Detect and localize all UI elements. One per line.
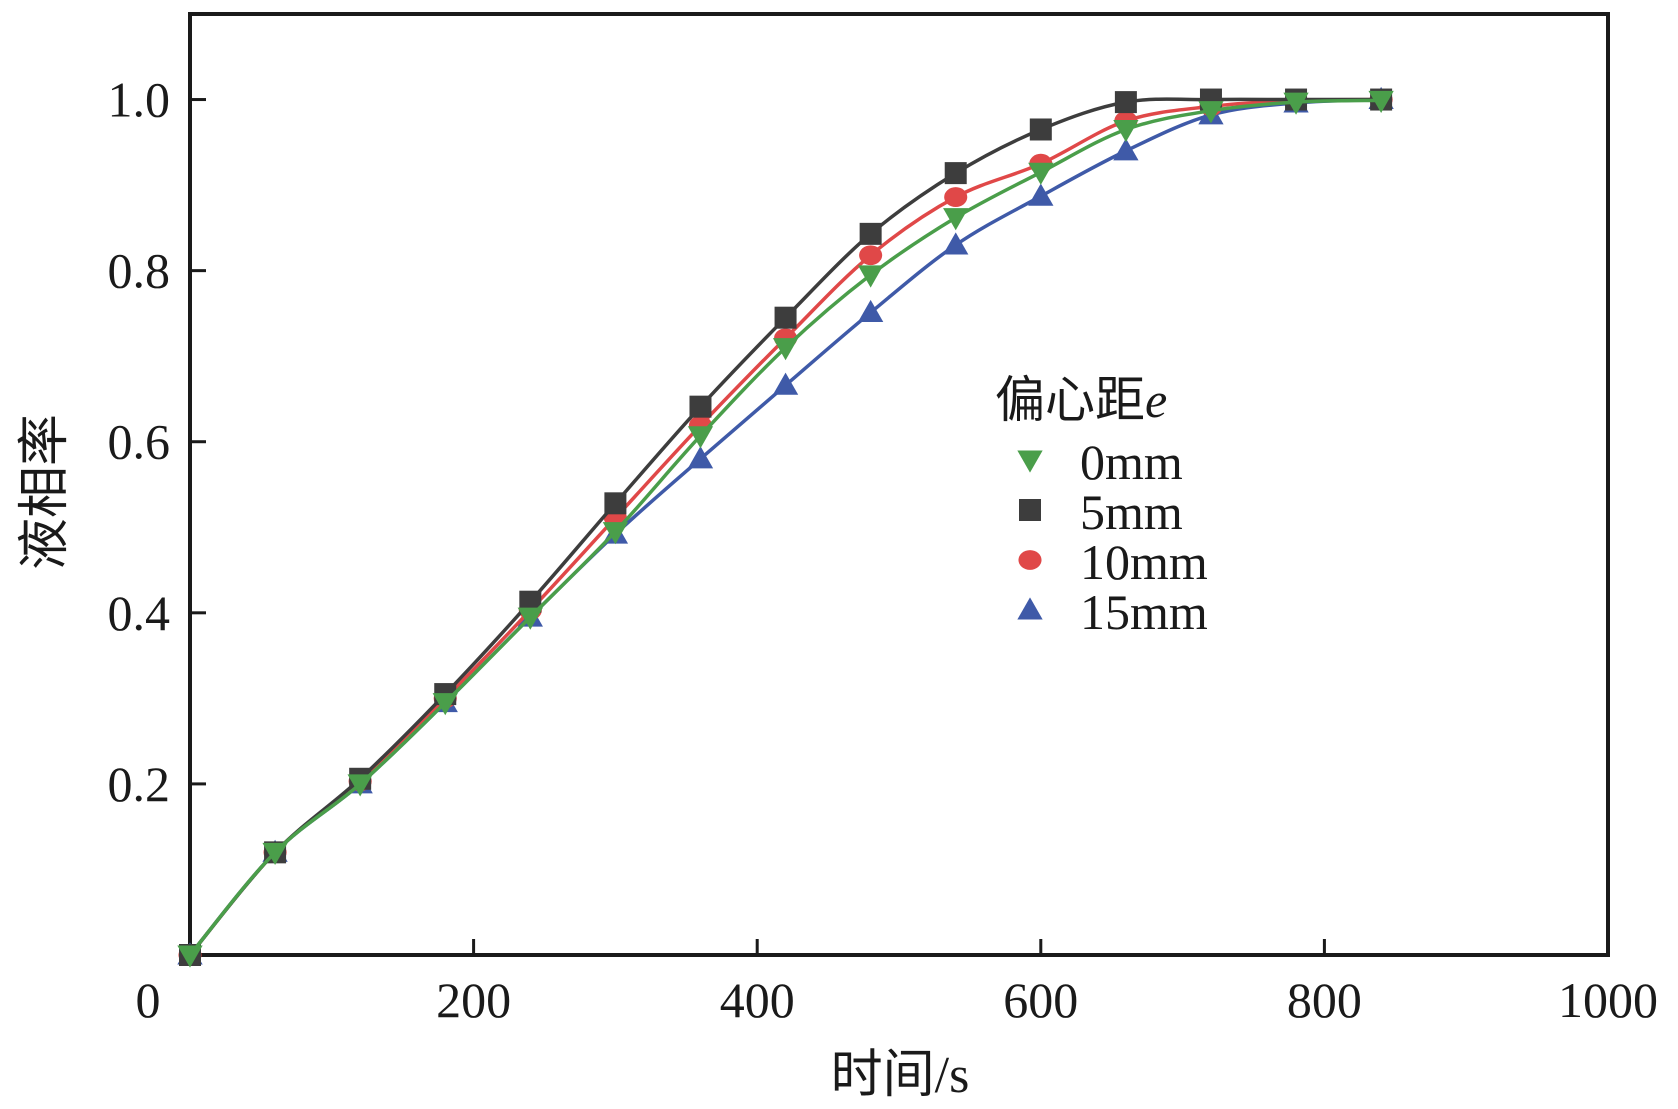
data-point: [1029, 118, 1052, 141]
data-point: [772, 372, 799, 395]
legend-marker: [1019, 499, 1041, 521]
data-point: [687, 446, 714, 469]
y-tick-label: 0.8: [108, 243, 171, 299]
data-point: [1113, 138, 1139, 161]
data-point: [772, 338, 799, 361]
data-point: [1114, 91, 1137, 114]
y-tick-label: 0.4: [108, 585, 171, 641]
legend-label: 15mm: [1080, 584, 1208, 640]
data-point: [262, 842, 288, 865]
data-point: [857, 299, 884, 323]
data-point: [944, 187, 968, 207]
legend-item: 10mm: [1018, 534, 1208, 590]
x-tick-label: 400: [720, 972, 795, 1028]
series-line: [188, 97, 1382, 957]
x-axis-ticks: 0 200 400 600 800 1000: [136, 939, 1658, 1028]
data-point: [859, 222, 882, 245]
legend-label: 5mm: [1080, 484, 1183, 540]
data-point: [1113, 119, 1139, 143]
y-tick-label: 0.2: [108, 756, 171, 812]
x-axis-title: 时间/s: [831, 1047, 970, 1104]
x-tick-label: 800: [1287, 972, 1362, 1028]
data-point: [177, 945, 203, 968]
legend-marker: [1017, 450, 1043, 473]
data-point: [943, 208, 969, 231]
series-line: [188, 97, 1382, 957]
legend-label: 0mm: [1080, 434, 1183, 490]
plot-frame: [188, 12, 1610, 957]
y-axis-ticks: 0.2 0.4 0.6 0.8 1.0: [108, 72, 206, 812]
x-tick-label: 600: [1003, 972, 1078, 1028]
data-point: [689, 395, 712, 418]
legend-item: 0mm: [1017, 434, 1183, 490]
data-point: [1368, 90, 1394, 114]
series-layer: [177, 86, 1394, 968]
data-point: [857, 265, 884, 288]
series-5mm: [179, 88, 1393, 966]
data-point: [519, 590, 542, 613]
legend-item: 5mm: [1019, 484, 1183, 540]
data-point: [943, 232, 969, 255]
legend-title-var: e: [1145, 372, 1167, 428]
legend-item: 15mm: [1017, 584, 1208, 640]
x-tick-label: 1000: [1558, 972, 1658, 1028]
legend-label: 10mm: [1080, 534, 1208, 590]
data-point: [859, 245, 883, 266]
data-point: [604, 492, 627, 515]
data-point: [1198, 101, 1224, 124]
data-point: [687, 426, 714, 449]
data-point: [1028, 183, 1054, 206]
data-point: [1028, 162, 1054, 185]
y-axis-title: 液相率: [17, 414, 74, 570]
y-tick-label: 1.0: [108, 72, 171, 128]
series-10mm: [178, 89, 1393, 965]
legend-title-main: 偏心距: [995, 372, 1145, 428]
legend-marker: [1018, 550, 1042, 570]
data-point: [602, 522, 629, 545]
data-point: [347, 774, 373, 797]
series-15mm: [177, 86, 1394, 965]
series-0mm: [177, 90, 1394, 968]
series-line: [188, 98, 1382, 957]
data-point: [944, 162, 967, 185]
x-tick-label: 200: [436, 972, 511, 1028]
data-point: [432, 693, 458, 716]
data-point: [1283, 92, 1309, 115]
series-line: [188, 97, 1382, 957]
legend-marker: [1017, 597, 1043, 620]
data-point: [774, 306, 797, 329]
data-point: [517, 607, 543, 630]
legend-title: 偏心距e: [995, 372, 1167, 428]
x-tick-label: 0: [136, 972, 161, 1028]
y-tick-label: 0.6: [108, 414, 171, 470]
